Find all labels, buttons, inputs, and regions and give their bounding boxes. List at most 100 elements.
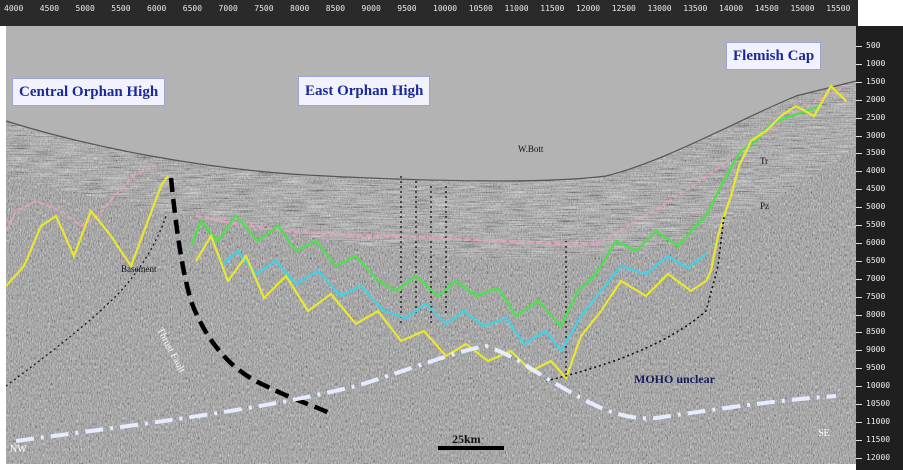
- ruler-label: 14500: [754, 4, 779, 13]
- axis-label: 6500: [866, 255, 886, 265]
- axis-tick: [856, 46, 862, 47]
- ruler-label: 4500: [39, 4, 60, 13]
- ruler-label: 8500: [325, 4, 346, 13]
- axis-label: 8500: [866, 327, 886, 337]
- axis-label: 3000: [866, 130, 886, 140]
- horizon-green-east: [704, 104, 822, 217]
- ruler-label: 13000: [647, 4, 672, 13]
- axis-tick: [856, 99, 862, 101]
- axis-tick: [856, 439, 862, 441]
- axis-tick: [856, 314, 862, 316]
- horizon-cyan: [220, 249, 707, 353]
- axis-label: 12000: [866, 452, 891, 462]
- axis-label: 1500: [866, 76, 886, 86]
- ruler-label: 11500: [540, 4, 565, 13]
- axis-label: 7500: [866, 291, 886, 301]
- axis-label: 9000: [866, 345, 886, 355]
- seismic-image: [6, 26, 856, 464]
- basement-label: Basement: [121, 264, 157, 274]
- ruler-label: 14000: [719, 4, 744, 13]
- top-shotpoint-ruler: 4000 4500 5000 5500 6000 6500 7000 7500 8000 8500…: [0, 0, 858, 26]
- scale-bar: [438, 446, 504, 450]
- axis-label: 2000: [866, 94, 886, 104]
- ruler-label: 10500: [468, 4, 493, 13]
- label-flemish-cap: Flemish Cap: [726, 42, 822, 70]
- axis-tick: [856, 332, 862, 334]
- axis-tick: [856, 296, 862, 298]
- ruler-label: 5500: [111, 4, 131, 13]
- horizon-pink-west: [6, 165, 157, 232]
- axis-label: 5000: [866, 202, 886, 212]
- ruler-label: 15500: [826, 4, 851, 13]
- ruler-label: 13500: [683, 4, 708, 13]
- ruler-label: 10000: [433, 4, 458, 13]
- left-end-label: NW: [10, 444, 27, 455]
- horizon-yellow-west: [6, 175, 169, 287]
- axis-tick: [856, 135, 862, 137]
- side-mark-tr: Tr: [760, 156, 769, 166]
- axis-tick: [856, 260, 862, 262]
- axis-label: 6000: [866, 237, 886, 247]
- axis-label: 1000: [866, 58, 886, 68]
- axis-tick: [856, 171, 862, 173]
- ruler-label: 5000: [75, 4, 95, 13]
- axis-tick: [856, 189, 862, 191]
- ruler-label: 7000: [218, 4, 238, 13]
- seismic-section: Central Orphan High East Orphan High Fle…: [6, 26, 856, 464]
- ruler-label: 12000: [576, 4, 601, 13]
- ruler-label: 12500: [611, 4, 636, 13]
- ruler-label: 6500: [182, 4, 203, 13]
- label-central-orphan-high: Central Orphan High: [12, 78, 166, 106]
- axis-label: 4000: [866, 166, 886, 176]
- horizon-yellow-east: [709, 84, 847, 272]
- axis-tick: [856, 63, 862, 65]
- moho-line: [15, 343, 837, 443]
- horizon-pink: [195, 214, 602, 246]
- axis-label: 7000: [866, 273, 886, 283]
- axis-label: 3500: [866, 148, 886, 158]
- horizon-green: [189, 214, 707, 329]
- east-basin-boundary: [545, 215, 725, 382]
- axis-label: 500: [866, 41, 881, 50]
- axis-label: 5500: [866, 220, 886, 229]
- label-east-orphan-high: East Orphan High: [298, 76, 431, 106]
- axis-label: 2500: [866, 112, 886, 122]
- axis-tick: [856, 368, 862, 370]
- axis-label: 4500: [866, 184, 886, 194]
- ruler-label: 9000: [361, 4, 381, 13]
- water-label: W.Bott: [518, 144, 544, 154]
- axis-label: 10000: [866, 381, 891, 391]
- axis-tick: [856, 386, 862, 388]
- axis-label: 8000: [866, 309, 886, 319]
- ruler-label: 9500: [397, 4, 417, 13]
- axis-tick: [856, 207, 862, 209]
- ruler-label: 11000: [504, 4, 529, 13]
- well-ties: [400, 176, 567, 376]
- axis-tick: [856, 225, 862, 226]
- moho-label: MOHO unclear: [634, 372, 715, 386]
- horizon-yellow: [195, 233, 712, 381]
- ruler-label: 4000: [4, 4, 24, 13]
- ruler-label: 6000: [147, 4, 167, 13]
- ruler-label: 15000: [790, 4, 815, 13]
- axis-label: 11500: [866, 434, 891, 444]
- ruler-label: 7500: [254, 4, 274, 13]
- axis-label: 10500: [866, 399, 891, 408]
- axis-tick: [856, 421, 862, 423]
- axis-tick: [856, 117, 862, 119]
- axis-tick: [856, 242, 862, 244]
- axis-label: 9500: [866, 363, 886, 373]
- right-end-label: SE: [818, 428, 830, 439]
- right-depth-axis: 500 1000 1500 2000 2500 3000 3500 4000 4500 5000 5…: [856, 26, 903, 470]
- side-mark-pz: Pz: [760, 201, 769, 211]
- axis-label: 11000: [866, 416, 891, 426]
- axis-tick: [856, 153, 862, 155]
- sea-floor: [6, 80, 856, 182]
- horizon-pink-east: [595, 85, 847, 245]
- axis-tick: [856, 404, 862, 405]
- west-basin-boundary: [6, 215, 167, 387]
- scale-label: 25km: [452, 432, 481, 446]
- axis-tick: [856, 457, 862, 459]
- axis-tick: [856, 81, 862, 83]
